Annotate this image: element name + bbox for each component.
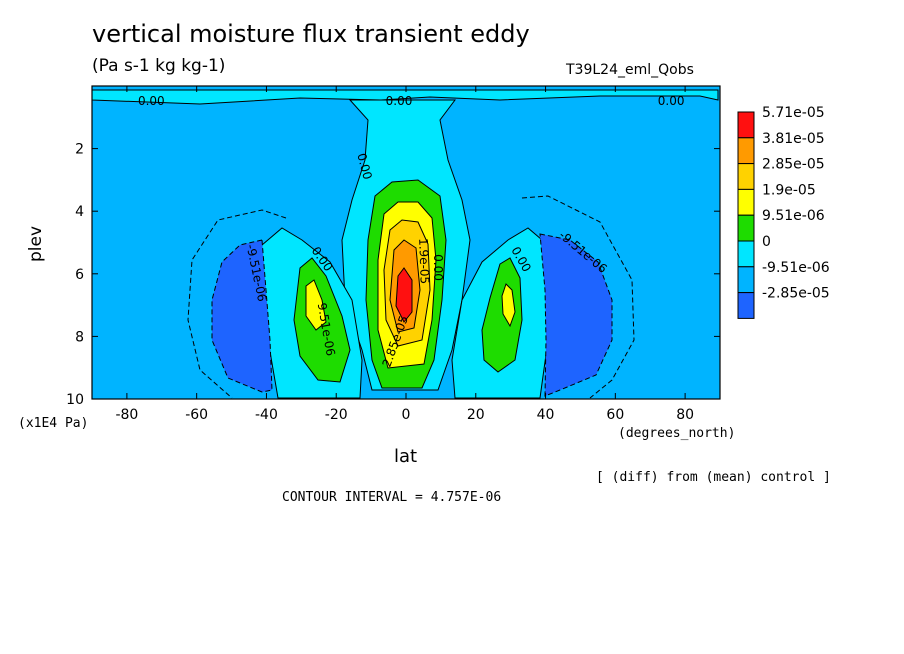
diff-note: [ (diff) from (mean) control ]: [596, 470, 831, 485]
fill-negative-south: [211, 239, 273, 393]
chart-title: vertical moisture flux transient eddy: [92, 20, 530, 48]
fill-green-north: [481, 257, 523, 373]
contour-interval: CONTOUR INTERVAL = 4.757E-06: [282, 490, 502, 505]
legend-label: 0: [762, 234, 771, 250]
legend-swatch: [737, 292, 755, 319]
y-tick-label: 10: [66, 392, 84, 408]
x-axis-label: lat: [394, 446, 418, 467]
contour-label: 0.00: [431, 254, 445, 281]
legend-label: -2.85e-05: [762, 286, 830, 302]
x-tick-label: 0: [402, 407, 411, 423]
color-legend: 5.71e-05 3.81e-05 2.85e-05 1.9e-05 9.51e-06 0…: [737, 105, 830, 319]
legend-label: 3.81e-05: [762, 131, 825, 147]
legend-swatch: [737, 137, 755, 165]
x-tick-label: -80: [115, 407, 138, 423]
fill-yellow-south: [305, 279, 327, 331]
contour-label: 0.00: [354, 152, 374, 181]
legend-swatch: [737, 188, 755, 216]
legend-label: 9.51e-06: [762, 208, 825, 224]
fill-yellow-north: [501, 283, 516, 328]
x-tick-label: -40: [255, 407, 278, 423]
legend-label: 2.85e-05: [762, 157, 825, 173]
legend-swatch: [737, 214, 755, 242]
x-axis-units: (degrees_north): [618, 426, 736, 441]
x-tick-label: -20: [325, 407, 348, 423]
contour-label: 1.9e-05: [416, 238, 432, 285]
contour-label: 0.00: [138, 94, 165, 108]
legend-swatch: [737, 266, 755, 294]
fill-negative-north: [539, 233, 613, 397]
legend-label: -9.51e-06: [762, 260, 830, 276]
x-tick-label: 80: [676, 407, 694, 423]
axis-ticks: -80 -60 -40 -20 0 20 40 60 80 2 4 6 8 10: [66, 86, 720, 423]
contour-dashed-north: [521, 195, 635, 399]
contour-label: 0.00: [386, 94, 413, 108]
x-tick-label: -60: [185, 407, 208, 423]
legend-swatch: [737, 163, 755, 190]
y-tick-label: 2: [75, 142, 84, 158]
run-label: T39L24_eml_Qobs: [566, 62, 694, 78]
y-axis-units: (x1E4 Pa): [18, 416, 89, 431]
y-tick-label: 4: [75, 204, 84, 220]
legend-swatch: [737, 111, 755, 139]
legend-swatch: [737, 240, 755, 268]
chart-units: (Pa s-1 kg kg-1): [92, 56, 226, 76]
x-tick-label: 40: [537, 407, 555, 423]
legend-label: 1.9e-05: [762, 182, 816, 198]
y-tick-label: 6: [75, 267, 84, 283]
contour-dashed-south: [187, 209, 287, 399]
legend-label: 5.71e-05: [762, 105, 825, 121]
y-tick-label: 8: [75, 329, 84, 345]
fill-cyan-top: [91, 89, 719, 105]
x-tick-label: 60: [606, 407, 624, 423]
contour-fills: [91, 89, 719, 399]
x-tick-label: 20: [467, 407, 485, 423]
fill-red-center: [395, 267, 413, 323]
contour-label: 0.00: [658, 94, 685, 108]
